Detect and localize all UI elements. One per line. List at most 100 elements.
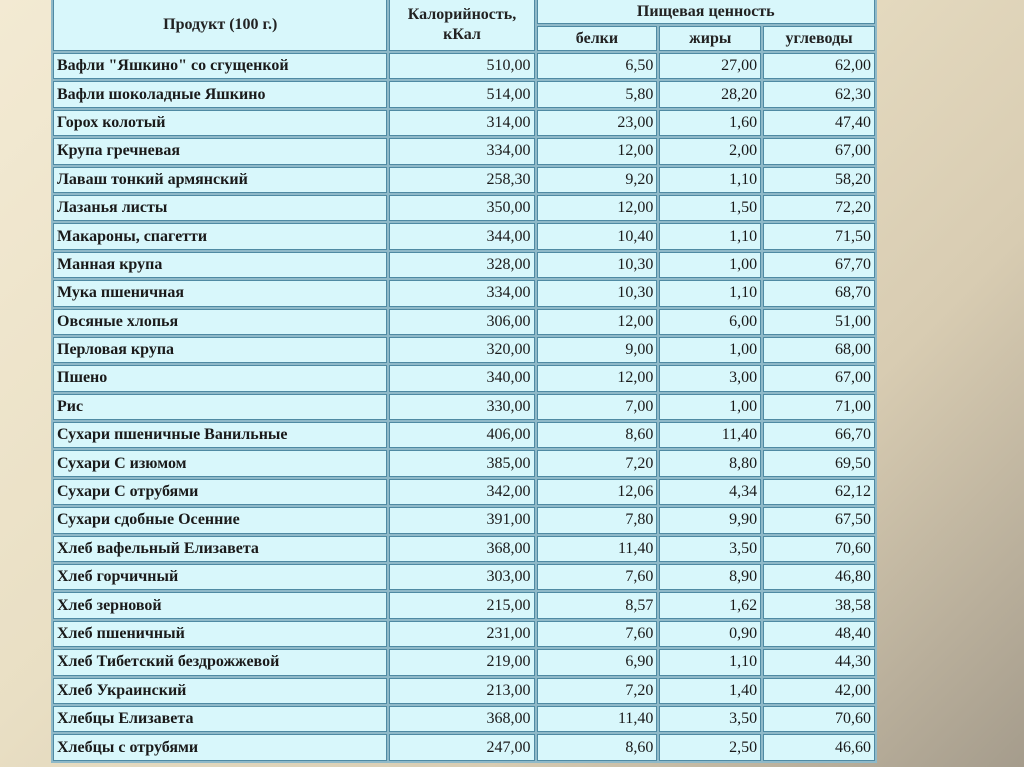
cell-calories: 231,00 bbox=[389, 620, 535, 648]
cell-protein: 12,00 bbox=[536, 138, 658, 165]
cell-calories: 368,00 bbox=[389, 535, 535, 563]
header-protein: белки bbox=[536, 26, 658, 51]
table-row: Лазанья листы 350,00 12,00 1,50 72,20 bbox=[53, 194, 875, 222]
cell-fat: 1,40 bbox=[659, 677, 762, 704]
cell-carbs: 71,50 bbox=[763, 223, 875, 250]
cell-carbs: 70,60 bbox=[763, 535, 875, 563]
cell-protein: 23,00 bbox=[536, 109, 658, 137]
cell-fat: 1,10 bbox=[659, 166, 762, 193]
cell-protein: 12,00 bbox=[536, 365, 658, 392]
cell-fat: 1,10 bbox=[659, 280, 762, 307]
cell-protein: 10,30 bbox=[536, 280, 658, 307]
cell-product: Хлеб вафельный Елизавета bbox=[53, 535, 388, 563]
cell-protein: 11,40 bbox=[536, 535, 658, 563]
cell-protein: 7,20 bbox=[536, 450, 658, 477]
cell-fat: 8,80 bbox=[659, 450, 762, 477]
cell-fat: 3,00 bbox=[659, 365, 762, 392]
cell-calories: 406,00 bbox=[389, 422, 535, 449]
cell-fat: 1,00 bbox=[659, 393, 762, 421]
table-row: Пшено 340,00 12,00 3,00 67,00 bbox=[53, 365, 875, 392]
cell-carbs: 68,00 bbox=[763, 336, 875, 364]
cell-product: Хлебцы Елизавета bbox=[53, 705, 388, 733]
cell-fat: 27,00 bbox=[659, 53, 762, 80]
nutrition-table-container: Продукт (100 г.) Калорийность, кКал Пище… bbox=[51, 0, 877, 763]
header-fat: жиры bbox=[659, 26, 762, 51]
cell-fat: 1,62 bbox=[659, 592, 762, 619]
table-row: Вафли "Яшкино" со сгущенкой 510,00 6,50 27,… bbox=[53, 53, 875, 80]
cell-carbs: 67,50 bbox=[763, 507, 875, 534]
cell-product: Пшено bbox=[53, 365, 388, 392]
cell-carbs: 62,00 bbox=[763, 53, 875, 80]
cell-protein: 7,00 bbox=[536, 393, 658, 421]
table-row: Мука пшеничная 334,00 10,30 1,10 68,70 bbox=[53, 280, 875, 307]
cell-product: Манная крупа bbox=[53, 251, 388, 279]
cell-calories: 258,30 bbox=[389, 166, 535, 193]
cell-carbs: 48,40 bbox=[763, 620, 875, 648]
cell-protein: 11,40 bbox=[536, 705, 658, 733]
cell-protein: 6,50 bbox=[536, 53, 658, 80]
table-row: Рис 330,00 7,00 1,00 71,00 bbox=[53, 393, 875, 421]
cell-carbs: 72,20 bbox=[763, 194, 875, 222]
cell-carbs: 46,80 bbox=[763, 564, 875, 591]
cell-carbs: 66,70 bbox=[763, 422, 875, 449]
cell-calories: 340,00 bbox=[389, 365, 535, 392]
cell-fat: 6,00 bbox=[659, 308, 762, 335]
cell-calories: 350,00 bbox=[389, 194, 535, 222]
cell-protein: 12,06 bbox=[536, 478, 658, 506]
cell-protein: 6,90 bbox=[536, 649, 658, 676]
cell-carbs: 62,30 bbox=[763, 81, 875, 108]
cell-calories: 334,00 bbox=[389, 280, 535, 307]
cell-calories: 334,00 bbox=[389, 138, 535, 165]
cell-calories: 306,00 bbox=[389, 308, 535, 335]
cell-calories: 344,00 bbox=[389, 223, 535, 250]
table-row: Манная крупа 328,00 10,30 1,00 67,70 bbox=[53, 251, 875, 279]
cell-protein: 8,57 bbox=[536, 592, 658, 619]
cell-carbs: 46,60 bbox=[763, 734, 875, 761]
cell-fat: 1,50 bbox=[659, 194, 762, 222]
cell-fat: 1,10 bbox=[659, 649, 762, 676]
cell-protein: 7,60 bbox=[536, 620, 658, 648]
cell-product: Хлеб горчичный bbox=[53, 564, 388, 591]
table-row: Хлеб вафельный Елизавета 368,00 11,40 3,50 7… bbox=[53, 535, 875, 563]
header-carbs: углеводы bbox=[763, 26, 875, 51]
table-row: Хлеб пшеничный 231,00 7,60 0,90 48,40 bbox=[53, 620, 875, 648]
cell-fat: 28,20 bbox=[659, 81, 762, 108]
cell-fat: 1,10 bbox=[659, 223, 762, 250]
cell-product: Макароны, спагетти bbox=[53, 223, 388, 250]
cell-calories: 510,00 bbox=[389, 53, 535, 80]
cell-protein: 9,20 bbox=[536, 166, 658, 193]
cell-carbs: 51,00 bbox=[763, 308, 875, 335]
table-row: Крупа гречневая 334,00 12,00 2,00 67,00 bbox=[53, 138, 875, 165]
cell-fat: 1,60 bbox=[659, 109, 762, 137]
cell-protein: 8,60 bbox=[536, 734, 658, 761]
cell-carbs: 67,00 bbox=[763, 365, 875, 392]
cell-calories: 385,00 bbox=[389, 450, 535, 477]
cell-calories: 342,00 bbox=[389, 478, 535, 506]
cell-fat: 1,00 bbox=[659, 251, 762, 279]
cell-protein: 9,00 bbox=[536, 336, 658, 364]
cell-carbs: 71,00 bbox=[763, 393, 875, 421]
cell-product: Овсяные хлопья bbox=[53, 308, 388, 335]
cell-fat: 8,90 bbox=[659, 564, 762, 591]
cell-fat: 9,90 bbox=[659, 507, 762, 534]
cell-product: Сухари С изюмом bbox=[53, 450, 388, 477]
cell-protein: 7,80 bbox=[536, 507, 658, 534]
table-row: Макароны, спагетти 344,00 10,40 1,10 71,50 bbox=[53, 223, 875, 250]
cell-calories: 314,00 bbox=[389, 109, 535, 137]
cell-product: Хлебцы с отрубями bbox=[53, 734, 388, 761]
cell-calories: 368,00 bbox=[389, 705, 535, 733]
table-row: Хлеб горчичный 303,00 7,60 8,90 46,80 bbox=[53, 564, 875, 591]
cell-protein: 7,60 bbox=[536, 564, 658, 591]
cell-protein: 8,60 bbox=[536, 422, 658, 449]
table-row: Овсяные хлопья 306,00 12,00 6,00 51,00 bbox=[53, 308, 875, 335]
cell-calories: 213,00 bbox=[389, 677, 535, 704]
nutrition-table: Продукт (100 г.) Калорийность, кКал Пище… bbox=[51, 0, 877, 763]
table-row: Лаваш тонкий армянский 258,30 9,20 1,10 58,2… bbox=[53, 166, 875, 193]
cell-product: Сухари сдобные Осенние bbox=[53, 507, 388, 534]
cell-calories: 514,00 bbox=[389, 81, 535, 108]
table-row: Сухари пшеничные Ванильные 406,00 8,60 11,4… bbox=[53, 422, 875, 449]
table-row: Вафли шоколадные Яшкино 514,00 5,80 28,20 62… bbox=[53, 81, 875, 108]
cell-protein: 12,00 bbox=[536, 308, 658, 335]
cell-fat: 11,40 bbox=[659, 422, 762, 449]
cell-fat: 2,50 bbox=[659, 734, 762, 761]
